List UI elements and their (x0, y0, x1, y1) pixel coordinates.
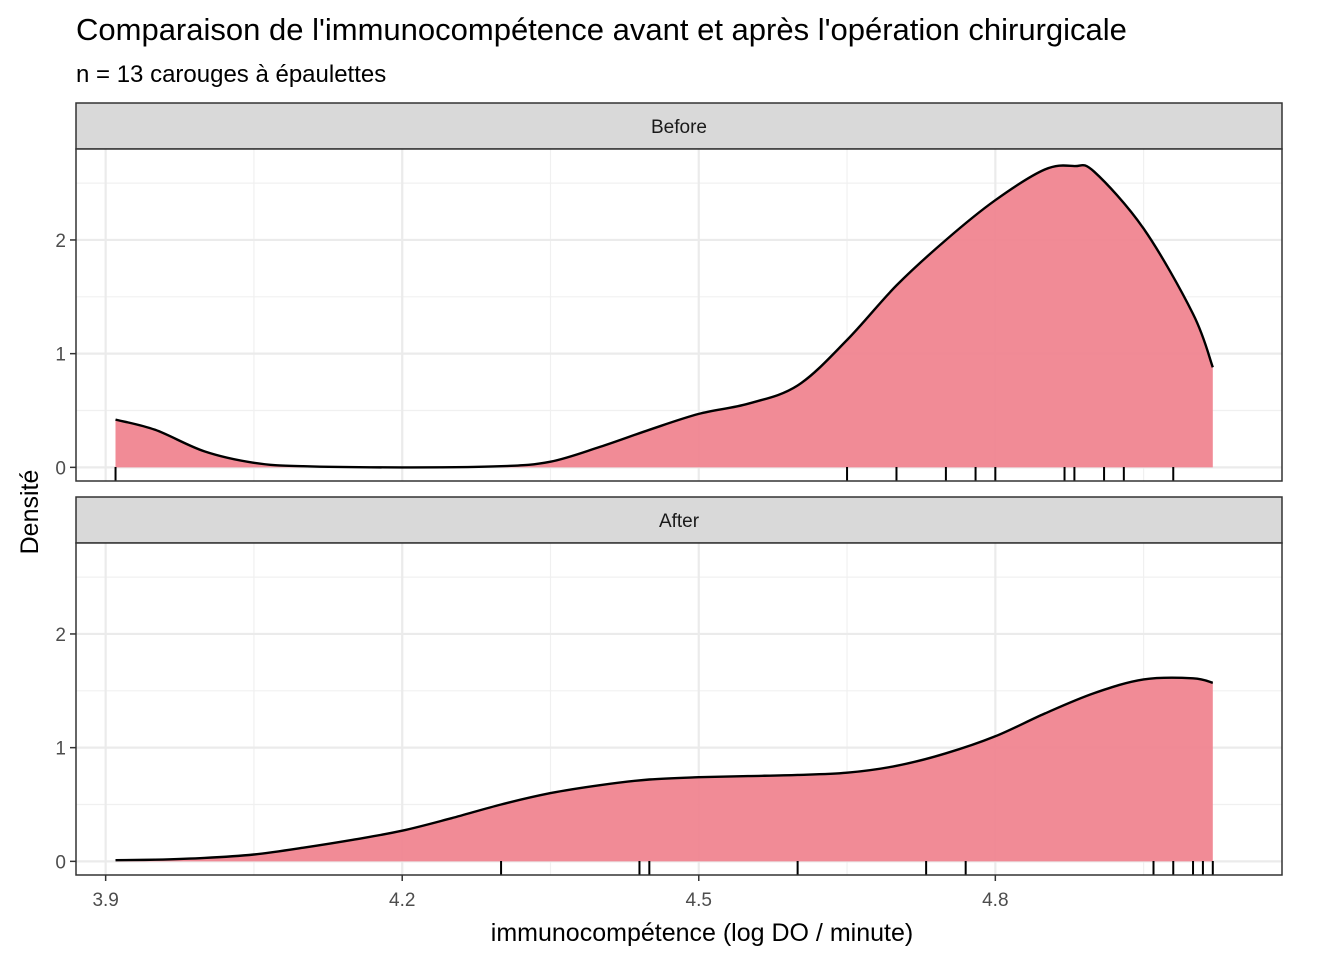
facet-panel-after: After 0 1 2 3.9 4.2 4.5 4.8 (55, 496, 1283, 911)
facet-strip-label: Before (651, 117, 707, 138)
y-axis-title: Densité (16, 470, 44, 555)
facet-panel-before: Before 0 1 2 (55, 102, 1283, 482)
density-curve (115, 163, 1214, 469)
density-area (115, 165, 1213, 468)
y-tick-label: 1 (55, 345, 66, 366)
facet-strip (75, 102, 1283, 150)
density-curve (115, 676, 1214, 862)
facet-strip-label: After (659, 511, 700, 532)
y-tick-label: 2 (55, 231, 66, 252)
facet-strip (75, 496, 1283, 544)
chart-subtitle: n = 13 carouges à épaulettes (76, 61, 386, 88)
panel-border (75, 148, 1283, 482)
chart-title: Comparaison de l'immunocompétence avant … (76, 12, 1127, 47)
y-tick-label: 1 (55, 739, 66, 760)
panel-border (75, 542, 1283, 876)
x-tick-label: 4.5 (686, 890, 712, 911)
x-tick-label: 4.2 (389, 890, 415, 911)
y-tick-label: 2 (55, 625, 66, 646)
y-tick-label: 0 (55, 852, 66, 873)
y-tick-label: 0 (55, 458, 66, 479)
density-area (115, 677, 1213, 862)
x-tick-label: 4.8 (982, 890, 1008, 911)
x-tick-label: 3.9 (92, 890, 118, 911)
x-axis-title: immunocompétence (log DO / minute) (491, 919, 913, 947)
